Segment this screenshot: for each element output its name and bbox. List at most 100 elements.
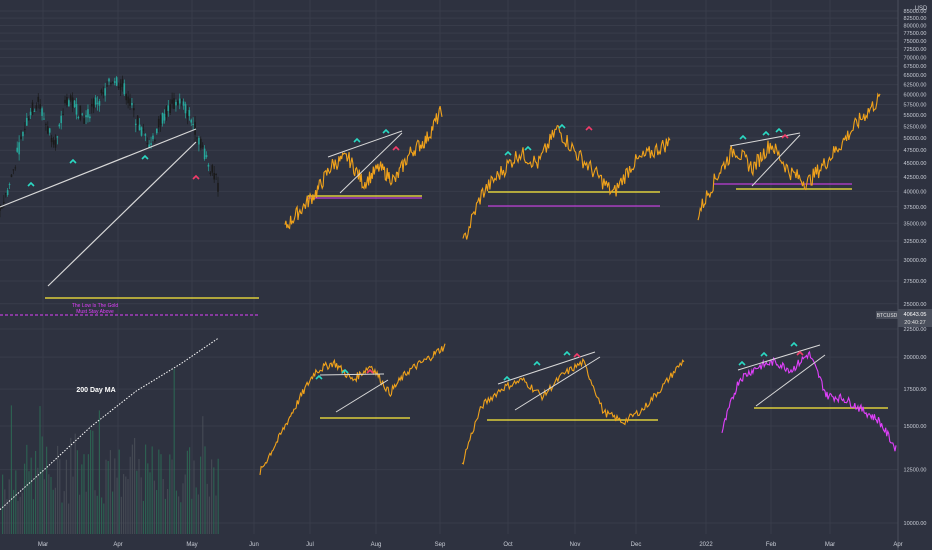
price-tick-label: 50000.00 <box>904 136 927 142</box>
symbol-tag: BTCUSD <box>876 311 898 319</box>
candle-body <box>108 78 110 82</box>
volume-bar <box>171 459 173 534</box>
volume-bar <box>156 490 158 534</box>
volume-bar <box>8 479 10 534</box>
volume-bar <box>81 464 83 534</box>
candle-body <box>1 207 3 209</box>
volume-bar <box>208 496 210 534</box>
time-tick-label: Mar <box>38 542 48 548</box>
candle-body <box>178 98 181 104</box>
candle-body <box>24 128 26 130</box>
note-line-2: Must Stay Above <box>76 309 114 315</box>
volume-bar <box>72 476 74 534</box>
volume-bar <box>74 433 76 534</box>
price-tick-label: 52500.00 <box>904 124 927 130</box>
volume-bar <box>90 429 92 534</box>
price-tick-label: 57500.00 <box>904 103 927 109</box>
volume-bar <box>116 477 118 534</box>
price-tick-label: 17500.00 <box>904 387 927 393</box>
candle-body <box>60 115 62 124</box>
price-tick-label: 40000.00 <box>904 189 927 195</box>
candle-body <box>20 136 22 140</box>
candle-body <box>148 144 150 148</box>
time-tick-label: Sep <box>435 542 446 548</box>
candle-body <box>14 167 17 169</box>
pivot-marker-icon <box>192 174 200 180</box>
candle-body <box>62 113 64 115</box>
candle-body <box>192 123 194 125</box>
candle-body <box>194 121 196 135</box>
candle-body <box>173 98 175 109</box>
candle-body <box>3 201 5 203</box>
volume-bar <box>10 405 12 534</box>
price-axis[interactable] <box>898 0 932 550</box>
candle-body <box>33 110 36 112</box>
price-tick-label: 62500.00 <box>904 83 927 89</box>
volume-bar <box>173 368 175 534</box>
pivot-marker-icon <box>27 181 35 187</box>
candle-body <box>79 105 82 120</box>
volume-bar <box>204 446 206 534</box>
candle-body <box>211 165 214 173</box>
candle-body <box>112 82 114 84</box>
price-tick-label: 22500.00 <box>904 327 927 333</box>
candle-body <box>73 100 76 107</box>
volume-bar <box>206 483 208 534</box>
volume-bar <box>164 498 166 534</box>
candle-body <box>123 83 126 95</box>
volume-bar <box>19 496 21 534</box>
candle-body <box>196 137 198 139</box>
pivot-marker-icon <box>585 125 593 131</box>
candle-body <box>85 115 87 118</box>
candle-body <box>180 99 183 101</box>
candle-body <box>156 128 158 134</box>
volume-bar <box>114 458 116 534</box>
volume-bar <box>211 459 213 534</box>
volume-bar <box>197 494 199 534</box>
pivot-marker-icon <box>762 130 770 136</box>
pivot-markers <box>27 123 804 381</box>
volume-bar <box>94 490 96 534</box>
volume-bar <box>178 496 180 534</box>
volume-bar <box>123 474 125 534</box>
volume-bar <box>180 502 182 534</box>
volume-bar <box>13 489 15 534</box>
volume-bar <box>101 497 103 534</box>
candle-body <box>64 99 66 104</box>
price-tick-label: 32500.00 <box>904 239 927 245</box>
candle-body <box>52 140 55 145</box>
volume-bar <box>30 457 32 534</box>
volume-bar <box>193 460 195 534</box>
volume-bar <box>87 454 89 534</box>
ma-200-line <box>0 337 219 510</box>
price-tick-label: 25000.00 <box>904 302 927 308</box>
volume-bar <box>57 445 59 534</box>
volume-bar <box>158 449 160 534</box>
volume-bar <box>125 476 127 534</box>
candle-body <box>4 193 7 195</box>
candle-body <box>199 138 202 149</box>
candle-body <box>217 182 219 192</box>
volume-bar <box>189 447 191 534</box>
volume-bar <box>24 463 26 534</box>
fractal-line <box>284 105 443 230</box>
time-tick-label: Apr <box>113 542 122 548</box>
candle-body <box>131 103 133 106</box>
volume-bar <box>92 430 94 534</box>
candle-body <box>45 123 47 126</box>
fractal-trendline <box>729 132 801 147</box>
grid-lines <box>0 0 898 534</box>
candle-body <box>207 164 210 167</box>
volume-bar <box>98 410 100 534</box>
volume-bar <box>215 495 217 534</box>
candle-body <box>171 99 173 104</box>
candle-body <box>169 104 171 113</box>
candle-body <box>201 145 204 147</box>
candle-body <box>104 88 106 96</box>
candle-body <box>213 172 215 180</box>
candle-body <box>140 127 143 136</box>
time-tick-label: Apr <box>893 542 902 548</box>
fractal-trendline <box>497 351 596 385</box>
